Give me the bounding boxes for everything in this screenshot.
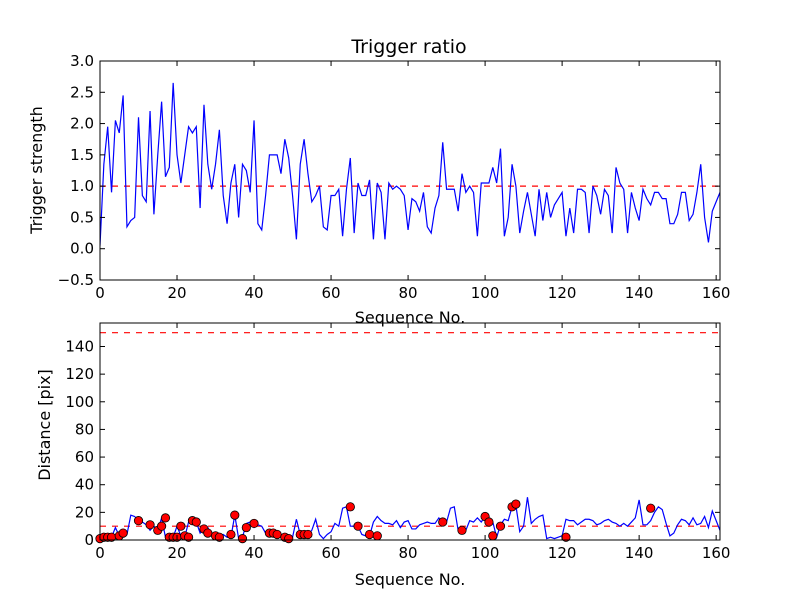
data-point — [272, 529, 282, 540]
y-tick-label: 120 — [65, 365, 94, 383]
x-tick-label: 20 — [167, 544, 186, 562]
y-axis-label: Distance [pix] — [35, 369, 54, 481]
data-point — [488, 531, 498, 541]
plot-area — [100, 82, 720, 246]
data-point — [176, 521, 186, 531]
x-axis-label: Sequence No. — [355, 308, 466, 327]
y-tick-label: 140 — [65, 337, 94, 355]
data-point — [160, 513, 171, 523]
y-tick-label: 20 — [75, 503, 94, 521]
x-tick-label: 160 — [702, 544, 731, 562]
y-tick-label: 3.0 — [70, 52, 94, 70]
axes-frame — [99, 322, 721, 541]
data-point — [511, 499, 521, 509]
x-tick-label: 160 — [702, 284, 731, 302]
y-tick-label: 1.0 — [70, 177, 94, 195]
x-tick-label: 0 — [95, 544, 105, 562]
x-axis-label: Sequence No. — [355, 570, 466, 589]
x-tick-label: 140 — [625, 544, 654, 562]
y-tick-label: 2.0 — [70, 115, 94, 133]
data-point — [249, 518, 259, 529]
data-point — [457, 525, 467, 535]
data-point — [183, 532, 194, 542]
x-tick-label: 40 — [244, 544, 263, 562]
data-point — [118, 528, 128, 538]
y-tick-label: 60 — [75, 448, 94, 466]
axes-frame — [99, 60, 721, 281]
trigger-ratio-chart: Trigger ratio Sequence No. Trigger stren… — [27, 36, 731, 327]
data-point — [133, 516, 144, 526]
series-line — [100, 82, 720, 246]
x-tick-label: 140 — [625, 284, 654, 302]
x-tick-label: 80 — [399, 284, 418, 302]
distance-chart: Sequence No. Distance [pix] 0 20 40 60 80 100… — [35, 322, 731, 589]
y-tick-label: 1.5 — [70, 146, 94, 164]
data-point — [364, 529, 375, 540]
x-tick-label: 80 — [399, 544, 418, 562]
data-point — [203, 528, 213, 538]
data-point — [214, 532, 224, 542]
x-tick-label: 120 — [548, 284, 577, 302]
data-point — [230, 510, 240, 520]
y-tick-label: 80 — [75, 420, 94, 438]
data-point — [646, 503, 656, 513]
data-point — [241, 522, 251, 533]
x-tick-label: 20 — [167, 284, 186, 302]
data-point — [237, 534, 248, 544]
data-point — [303, 529, 313, 540]
data-point — [284, 534, 294, 544]
y-tick-label: 2.5 — [70, 83, 94, 101]
data-point — [484, 517, 494, 527]
y-tick-label: 0.0 — [70, 240, 94, 258]
data-point — [345, 502, 355, 512]
x-tick-label: 60 — [322, 284, 341, 302]
data-point — [372, 531, 382, 541]
x-tick-label: 60 — [322, 544, 341, 562]
y-tick-label: −0.5 — [58, 271, 94, 289]
y-axis-label: Trigger strength — [27, 106, 46, 235]
data-point — [353, 521, 363, 531]
data-point — [495, 521, 506, 531]
chart-title: Trigger ratio — [350, 36, 466, 58]
y-tick-label: 100 — [65, 393, 94, 411]
data-point — [226, 529, 236, 540]
x-tick-label: 40 — [244, 284, 263, 302]
x-tick-label: 120 — [548, 544, 577, 562]
data-point — [191, 517, 201, 527]
data-point — [438, 517, 448, 527]
data-point — [157, 521, 167, 531]
y-tick-label: 0 — [84, 531, 94, 549]
y-tick-label: 0.5 — [70, 208, 94, 226]
x-tick-label: 100 — [471, 544, 500, 562]
x-tick-label: 100 — [471, 284, 500, 302]
data-point — [145, 520, 155, 530]
y-tick-label: 40 — [75, 476, 94, 494]
x-tick-label: 0 — [95, 284, 105, 302]
